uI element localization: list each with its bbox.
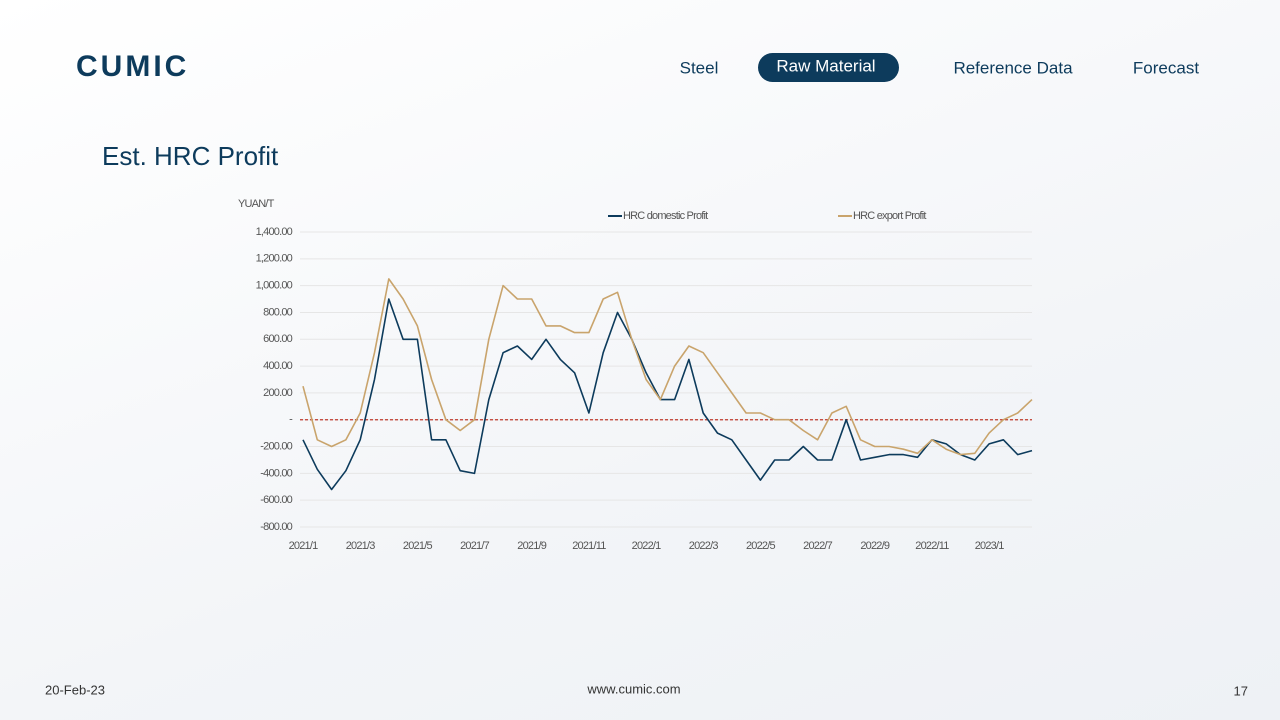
y-axis-label: YUAN/T [238, 198, 275, 210]
y-tick-label: -400.00 [260, 467, 292, 479]
y-tick-label: -600.00 [260, 494, 292, 506]
footer-site: www.cumic.com [586, 681, 680, 696]
x-tick-label: 2022/5 [746, 540, 776, 552]
x-tick-label: 2021/11 [572, 540, 606, 552]
x-tick-label: 2023/1 [975, 540, 1005, 552]
nav-item[interactable]: Forecast [1133, 58, 1199, 77]
x-tick-label: 2021/7 [460, 540, 490, 552]
logo: CUMIC [76, 50, 189, 83]
x-tick-label: 2021/9 [517, 540, 547, 552]
y-tick-label: 1,200.00 [256, 253, 293, 265]
y-tick-label: 600.00 [263, 333, 293, 345]
y-tick-label: - [289, 414, 293, 426]
chart-title: Est. HRC Profit [102, 141, 279, 171]
series-line [302, 278, 1033, 456]
y-tick-label: -200.00 [260, 440, 292, 452]
footer-date: 20-Feb-23 [45, 682, 105, 697]
nav-item[interactable]: Reference Data [953, 58, 1073, 77]
legend-label: HRC domestic Profit [623, 210, 708, 222]
x-tick-label: 2022/3 [689, 540, 719, 552]
x-tick-label: 2022/1 [632, 540, 662, 552]
x-tick-label: 2022/11 [915, 540, 949, 552]
y-tick-label: -800.00 [260, 521, 292, 533]
nav-item[interactable]: Raw Material [776, 56, 875, 75]
x-tick-label: 2021/5 [403, 540, 433, 552]
legend-label: HRC export Profit [853, 210, 926, 222]
y-tick-label: 400.00 [263, 360, 293, 372]
x-tick-label: 2021/1 [289, 540, 319, 552]
x-tick-label: 2021/3 [346, 540, 376, 552]
y-tick-label: 800.00 [263, 306, 293, 318]
y-tick-label: 1,400.00 [256, 226, 293, 238]
x-tick-label: 2022/9 [860, 540, 890, 552]
x-tick-label: 2022/7 [803, 540, 833, 552]
y-tick-label: 200.00 [263, 387, 293, 399]
nav-active-pill[interactable] [758, 53, 899, 82]
nav-item[interactable]: Steel [680, 58, 719, 77]
series-line [302, 298, 1033, 491]
y-tick-label: 1,000.00 [256, 280, 293, 292]
page-number: 17 [1234, 683, 1248, 698]
